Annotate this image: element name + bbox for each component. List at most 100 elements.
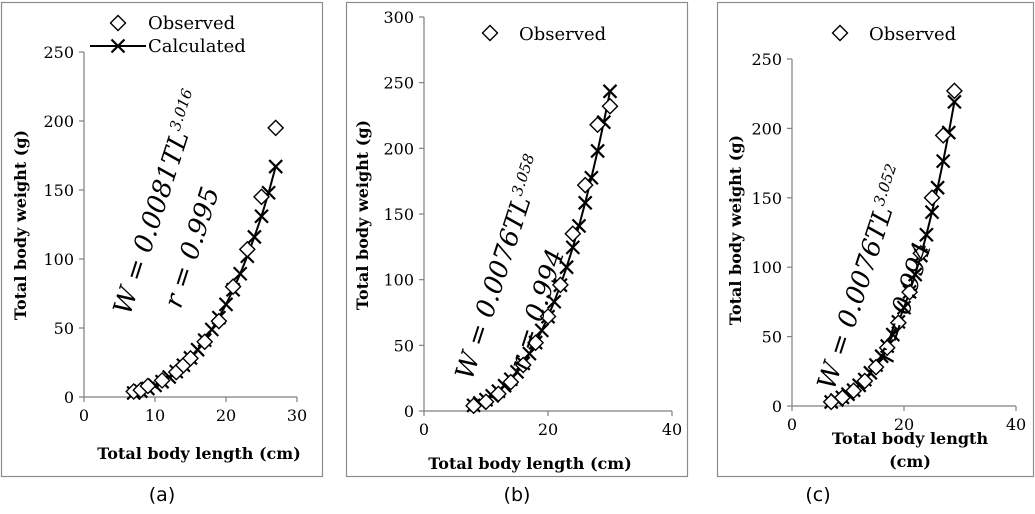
panel-b-calculated-point xyxy=(602,84,618,99)
panel-b-observed-point xyxy=(551,276,569,294)
panel-c-calculated-point xyxy=(924,204,940,220)
panel-c-observed-point xyxy=(923,189,941,207)
panel-a-observed-point xyxy=(210,312,228,330)
panel-a-observed-point xyxy=(224,278,242,296)
panel-b-observed-point xyxy=(502,373,520,391)
panel-c-observed-point xyxy=(856,372,874,390)
panel-a-observed-point xyxy=(196,333,214,351)
panel-c-calculated-point xyxy=(885,327,901,342)
panel-c-y-label: Total body weight (g) xyxy=(726,135,745,325)
panel-c-calculated-point xyxy=(907,267,923,282)
panel-c: 0 50 100 150 200 250 0 20 40 Total body weight (g… xyxy=(726,24,1026,506)
panel-a-y-tick-label: 100 xyxy=(43,250,74,269)
panel-b-x-tick-label: 40 xyxy=(662,420,682,439)
panel-b-calculated-point xyxy=(565,240,581,255)
panel-b-observed-point xyxy=(589,116,607,134)
panel-b-observed-point xyxy=(477,393,495,411)
panel-c-calculated-point xyxy=(947,94,962,110)
panel-a-y-tick-label: 50 xyxy=(54,319,74,338)
panel-b-observed-point xyxy=(576,176,594,194)
panel-c-observed-point xyxy=(845,382,863,400)
panel-c-calculated-point xyxy=(896,300,912,315)
panel-b-observed-point xyxy=(564,225,582,243)
panel-b-calculated-point xyxy=(546,294,562,310)
panel-c-y-tick-label: 0 xyxy=(772,397,782,416)
panel-c-caption: (c) xyxy=(805,484,830,506)
panel-c-y-tick-label: 150 xyxy=(751,189,782,208)
panel-a-observed-point xyxy=(238,240,256,258)
panel-b-calculated-point xyxy=(577,195,593,211)
panel-c-y-tick-label: 100 xyxy=(751,258,782,277)
panel-c-calculated-point xyxy=(919,227,934,242)
panel-c-calculated-point xyxy=(935,153,951,169)
panel-a-x-tick-label: 30 xyxy=(287,406,307,425)
panel-a-observed-point xyxy=(182,349,199,367)
panel-a: 0 50 100 150 200 250 0 10 20 30 Total body weight … xyxy=(11,13,307,506)
panel-a-x-tick-label: 10 xyxy=(145,406,165,425)
panel-b-calculated-point xyxy=(590,143,605,159)
panel-b-legend-observed-marker xyxy=(481,24,499,42)
panel-a-y-tick-label: 150 xyxy=(43,181,74,200)
panel-a-frame xyxy=(0,1,324,478)
panel-b-y-tick-label: 200 xyxy=(383,139,414,158)
panel-b-y-tick-label: 50 xyxy=(394,336,414,355)
panel-c-y-tick-label: 50 xyxy=(762,328,782,347)
panel-c-legend-label: Observed xyxy=(869,24,956,45)
panel-c-frame xyxy=(716,1,1035,478)
panel-b-y-tick-label: 300 xyxy=(383,8,414,27)
panel-a-observed-point xyxy=(267,119,285,137)
panel-a-observed-point xyxy=(153,371,171,389)
panel-a-calculated-point xyxy=(268,159,283,174)
panel-b-caption: (b) xyxy=(504,484,531,506)
panel-c-observed-point xyxy=(945,82,963,100)
panel-b-y-tick-label: 150 xyxy=(383,205,414,224)
panel-c-x-label: Total body length xyxy=(832,429,989,448)
panel-b-frame xyxy=(345,1,689,478)
panel-b-calculated-point xyxy=(559,259,574,275)
panel-c-observed-point xyxy=(901,283,919,301)
panel-b-observed-point xyxy=(465,397,483,415)
panel-c-y-tick-label: 250 xyxy=(751,50,782,69)
panel-b-y-tick-label: 250 xyxy=(383,74,414,93)
panel-c-y-tick-label: 200 xyxy=(751,119,782,138)
panel-b-y-tick-label: 100 xyxy=(383,271,414,290)
panel-a-calculated-point xyxy=(254,208,269,224)
panel-c-x-tick-label: 0 xyxy=(787,415,797,434)
panel-b-observed-point xyxy=(489,385,507,403)
panel-a-observed-point xyxy=(139,377,157,395)
panel-b-x-tick-label: 20 xyxy=(538,420,558,439)
panel-b-observed-point xyxy=(601,97,619,115)
panel-c-observed-point xyxy=(833,389,851,407)
panel-a-legend-calculated-marker xyxy=(110,38,126,54)
panel-a-caption: (a) xyxy=(149,484,175,506)
panel-a-x-label: Total body length (cm) xyxy=(97,444,301,463)
panel-a-calculated-point xyxy=(247,229,262,245)
panel-c-observed-point xyxy=(934,126,952,144)
panel-b-calculated-point xyxy=(534,323,550,338)
panel-c-observed-point xyxy=(889,314,907,332)
panel-b-y-label: Total body weight (g) xyxy=(353,120,372,310)
panel-a-y-label: Total body weight (g) xyxy=(11,130,30,320)
panel-c-legend-observed-marker xyxy=(831,24,849,42)
panel-a-legend-label: Calculated xyxy=(148,36,246,57)
panel-b-observed-point xyxy=(527,334,545,352)
panel-a-y-tick-label: 250 xyxy=(43,43,74,62)
panel-a-observed-point xyxy=(253,188,270,206)
panel-a-legend-observed-marker xyxy=(109,14,127,32)
panel-b-y-tick-label: 0 xyxy=(404,402,414,421)
panel-c-x-tick-label: 40 xyxy=(1006,415,1026,434)
panel-c-x-tick-label: 20 xyxy=(894,415,914,434)
panel-b-observed-point xyxy=(514,356,532,374)
panel-a-x-tick-label: 20 xyxy=(216,406,236,425)
panel-c-observed-point xyxy=(878,339,896,357)
panel-b-x-tick-label: 0 xyxy=(419,420,429,439)
panel-b: 0 50 100 150 200 250 300 0 20 40 Total body weight… xyxy=(353,8,682,506)
panel-a-x-tick-label: 0 xyxy=(79,406,89,425)
panel-c-observed-point xyxy=(912,244,930,262)
panel-b-x-label: Total body length (cm) xyxy=(428,454,632,473)
panel-a-calculated-point xyxy=(232,266,248,282)
panel-c-x-label-unit: (cm) xyxy=(889,452,931,471)
panel-b-observed-point xyxy=(539,307,557,325)
panel-a-calculated-point xyxy=(218,297,234,312)
